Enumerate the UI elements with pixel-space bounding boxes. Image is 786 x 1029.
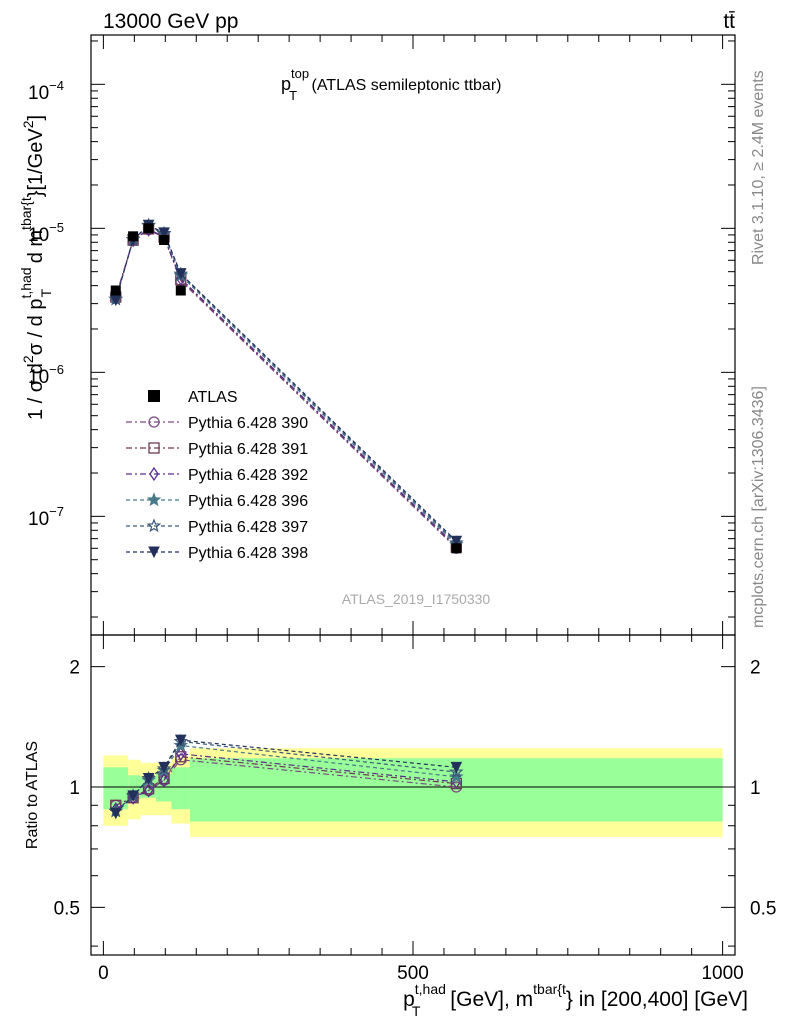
marker-square (148, 442, 160, 454)
marker-square (175, 751, 187, 763)
marker-star (449, 769, 464, 784)
title-sup: top (291, 66, 309, 81)
ytick-1e-5: 10−5 (28, 220, 64, 246)
marker-star (146, 518, 162, 533)
top-y-tick-labels: 10−4 10−5 10−6 10−7 (28, 78, 64, 530)
legend-label: Pythia 6.428 397 (188, 519, 308, 536)
marker-diamond (176, 746, 186, 762)
legend-entry: Pythia 6.428 390 (126, 415, 308, 432)
legend-label: Pythia 6.428 390 (188, 415, 308, 432)
header-process: tt̄ (723, 10, 735, 33)
data-points (110, 223, 462, 554)
mcplots-label: mcplots.cern.ch [arXiv:1306.3436] (750, 386, 767, 628)
ratio-tick-label-right: 1 (750, 778, 761, 799)
ytick-1e-7: 10−7 (28, 504, 64, 530)
marker-diamond (143, 783, 154, 798)
legend-label: Pythia 6.428 391 (188, 441, 308, 458)
band-inner (171, 767, 191, 810)
ytick-1e-6: 10−6 (28, 362, 64, 388)
legend-entry: Pythia 6.428 391 (126, 441, 308, 458)
series-line (115, 228, 457, 547)
marker-triangle (142, 773, 155, 785)
title-p: p (281, 74, 291, 94)
legend-label: Pythia 6.428 392 (188, 467, 308, 484)
legend-entry: Pythia 6.428 396 (126, 492, 308, 510)
x-tick-label: 1000 (701, 963, 743, 984)
marker-star (449, 764, 464, 779)
ratio-tick-label: 2 (69, 658, 80, 679)
x-tick-label: 500 (397, 963, 429, 984)
x-tick-label: 0 (98, 963, 109, 984)
plot-title: ptop T (ATLAS semileptonic ttbar) (281, 66, 501, 103)
marker-triangle (174, 268, 187, 280)
title-rest: (ATLAS semileptonic ttbar) (307, 77, 501, 94)
marker-circle (148, 416, 160, 428)
data-point (143, 223, 154, 234)
ylabel-ratio: Ratio to ATLAS (24, 741, 41, 849)
ratio-line (115, 740, 457, 812)
legend-entry: Pythia 6.428 398 (126, 545, 308, 562)
data-point (110, 285, 121, 296)
legend-entry: Pythia 6.428 397 (126, 518, 308, 536)
legend-marker-data (148, 390, 160, 402)
data-point (159, 234, 170, 245)
marker-triangle (127, 790, 139, 803)
data-point (175, 285, 186, 296)
marker-triangle (148, 546, 160, 559)
marker-triangle (109, 807, 122, 820)
marker-triangle (158, 761, 170, 774)
marker-star (146, 492, 162, 507)
legend-entry: ATLAS (148, 389, 238, 406)
data-point (128, 231, 139, 242)
ratio-tick-label: 0.5 (54, 898, 80, 919)
data-point (451, 543, 462, 554)
legend-label: ATLAS (188, 389, 238, 406)
xlabel: pt,had T [GeV], mtbar{t} in [200,400] [Ge… (403, 981, 748, 1019)
ratio-tick-label-right: 0.5 (750, 898, 776, 919)
marker-triangle (158, 227, 170, 240)
marker-diamond (159, 773, 169, 788)
header-energy: 13000 GeV pp (103, 10, 238, 33)
series-line (115, 224, 457, 542)
marker-triangle (450, 535, 463, 548)
marker-triangle (450, 761, 463, 774)
analysis-watermark: ATLAS_2019_I1750330 (342, 591, 491, 607)
ratio-line (115, 739, 457, 814)
ratio-series-s398 (109, 734, 463, 820)
rivet-label: Rivet 3.1.10, ≥ 2.4M events (750, 70, 767, 265)
title-sub: T (289, 88, 297, 103)
legend-label: Pythia 6.428 398 (188, 545, 308, 562)
ratio-tick-label: 1 (69, 778, 80, 799)
legend-label: Pythia 6.428 396 (188, 493, 308, 510)
ytick-1e-4: 10−4 (28, 78, 64, 104)
marker-triangle (174, 734, 187, 747)
legend-entry: Pythia 6.428 392 (126, 466, 308, 484)
ylabel-top: 1 / σ d2σ / d pt,had T d mtbar{t}[1/GeV2] (18, 115, 54, 420)
ratio-tick-label-right: 2 (750, 658, 761, 679)
marker-diamond (149, 466, 159, 482)
